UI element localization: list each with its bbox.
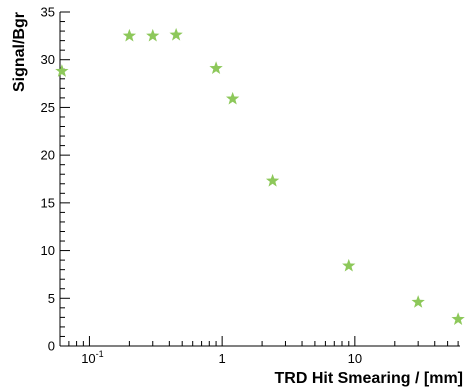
x-tick-label: 10-1	[81, 349, 103, 366]
y-tick-label: 30	[41, 52, 55, 67]
y-tick-label: 15	[41, 195, 55, 210]
data-point	[55, 64, 69, 77]
x-tick-labels: 10-1 1 10	[81, 349, 362, 366]
y-tick-label: 25	[41, 100, 55, 115]
y-tick-label: 5	[48, 291, 55, 306]
data-point	[265, 173, 280, 187]
data-points	[55, 27, 465, 325]
y-tick-labels: 0 5 10 15 20 25 30 35	[41, 5, 55, 354]
data-point	[225, 91, 240, 105]
data-point	[342, 258, 356, 272]
y-minor-ticks	[60, 21, 65, 337]
x-minor-ticks	[59, 341, 459, 346]
x-tick-label: 1	[219, 351, 226, 366]
x-axis-title: TRD Hit Smearing / [mm]	[275, 370, 463, 387]
y-tick-label: 35	[41, 5, 55, 20]
data-point	[209, 61, 223, 74]
y-tick-label: 10	[41, 243, 55, 258]
y-tick-label: 0	[48, 339, 55, 354]
y-tick-label: 20	[41, 148, 55, 163]
y-major-ticks	[60, 11, 70, 347]
data-point	[451, 312, 465, 325]
data-point	[146, 28, 160, 42]
x-major-ticks	[88, 336, 356, 346]
data-point	[122, 28, 137, 42]
data-point	[169, 27, 183, 41]
data-point	[411, 295, 425, 308]
y-axis-title: Signal/Bgr	[11, 12, 28, 92]
x-tick-label: 10	[348, 351, 362, 366]
